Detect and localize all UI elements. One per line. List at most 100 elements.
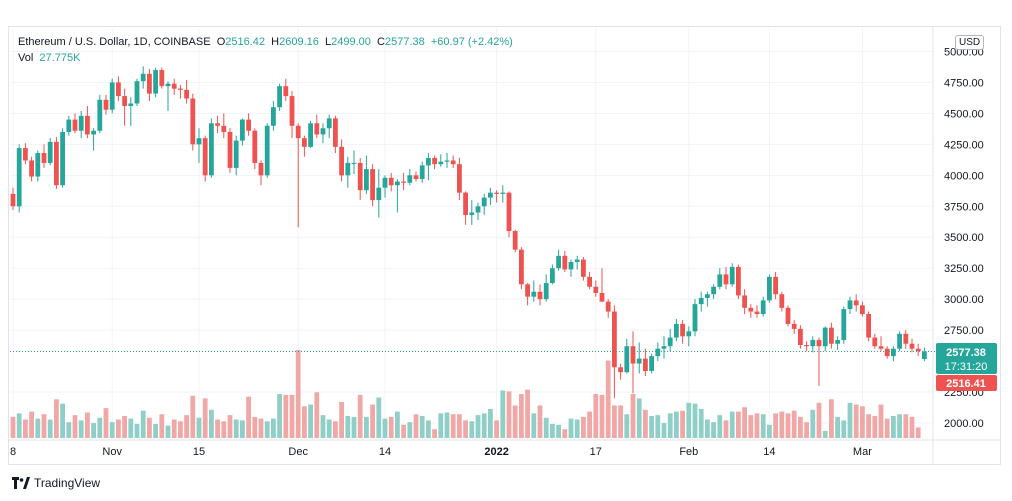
- volume-bar: [531, 413, 537, 438]
- volume-bar: [72, 415, 78, 438]
- candle: [612, 305, 617, 399]
- open-value: 2516.42: [225, 36, 266, 48]
- candle: [816, 337, 822, 386]
- volume-bar: [705, 419, 710, 438]
- volume-bar: [233, 419, 239, 438]
- candle: [872, 333, 878, 349]
- volume-bar: [736, 411, 741, 438]
- candle: [624, 338, 630, 374]
- volume-bar: [829, 399, 834, 438]
- candle: [357, 157, 363, 201]
- volume-bar: [773, 413, 778, 438]
- candle: [91, 128, 96, 151]
- candle: [773, 271, 778, 300]
- volume-bar: [667, 413, 673, 438]
- volume-bar: [357, 394, 363, 438]
- volume-bar: [23, 419, 28, 438]
- volume-bar: [574, 419, 580, 438]
- volume-bar: [915, 427, 921, 438]
- candle: [866, 311, 871, 342]
- candle: [97, 94, 103, 134]
- currency-button[interactable]: USD: [955, 35, 985, 50]
- low-value: 2499.00: [331, 36, 371, 48]
- candle: [240, 118, 245, 146]
- candle: [903, 330, 909, 349]
- price-tick-label: 3000.00: [944, 294, 984, 306]
- candle: [450, 155, 456, 168]
- volume-bar: [66, 422, 72, 438]
- price-tick-label: 2750.00: [944, 325, 984, 337]
- candle: [599, 268, 605, 302]
- volume-bar: [326, 419, 332, 438]
- candle: [835, 336, 840, 350]
- chart-frame: [8, 26, 1001, 465]
- volume-bar: [252, 416, 258, 438]
- candle: [804, 341, 809, 352]
- candle: [736, 264, 741, 300]
- volume-bar: [209, 409, 214, 438]
- volume-bar: [190, 395, 196, 438]
- volume-bar: [221, 421, 227, 438]
- volume-bar: [785, 413, 791, 438]
- candle: [345, 156, 351, 188]
- volume-bar: [54, 399, 59, 438]
- volume-bar: [872, 416, 878, 438]
- candle: [438, 154, 444, 167]
- candle: [506, 191, 512, 238]
- candle: [178, 84, 183, 99]
- candle: [60, 128, 65, 188]
- volume-bar: [16, 413, 22, 438]
- volume-bar: [481, 413, 487, 438]
- volume-bar: [184, 415, 189, 438]
- tradingview-logo[interactable]: TradingView: [12, 476, 100, 490]
- volume-bar: [419, 416, 425, 438]
- volume-bar: [246, 396, 251, 438]
- volume-bar: [587, 411, 592, 438]
- volume-bar: [413, 414, 419, 438]
- volume-bar: [711, 422, 716, 438]
- ohlc-legend: Ethereum / U.S. Dollar, 1D, COINBASE O25…: [18, 36, 513, 48]
- candle: [153, 67, 158, 98]
- candle: [72, 113, 78, 134]
- candle: [550, 264, 555, 285]
- candle: [314, 114, 320, 139]
- volume-bar: [891, 416, 896, 438]
- candle: [655, 342, 661, 362]
- volume-bar: [370, 404, 375, 438]
- symbol-title[interactable]: Ethereum / U.S. Dollar, 1D, COINBASE: [18, 36, 211, 48]
- volume-label[interactable]: Vol: [18, 52, 34, 64]
- candle: [494, 190, 499, 203]
- price-tick-label: 4500.00: [944, 108, 984, 120]
- candle: [711, 284, 716, 300]
- volume-bar: [395, 411, 400, 438]
- volume-bar: [581, 416, 586, 438]
- candle: [630, 331, 636, 394]
- candle: [66, 115, 72, 136]
- time-tick-label: 15: [193, 446, 205, 458]
- volume-bar: [215, 419, 220, 438]
- last-price-tag-bg: [936, 343, 997, 374]
- volume-bar: [289, 394, 295, 438]
- candle: [78, 110, 84, 139]
- volume-bar: [159, 414, 165, 438]
- candle: [407, 169, 413, 186]
- volume-value: 27.775K: [39, 52, 81, 64]
- candle: [122, 88, 127, 126]
- volume-bar: [283, 394, 289, 438]
- candle: [810, 336, 816, 353]
- candle: [841, 306, 847, 344]
- volume-bar: [717, 415, 723, 438]
- volume-bar: [643, 409, 648, 438]
- candle: [333, 115, 338, 154]
- time-tick-label: Dec: [288, 446, 308, 458]
- candle: [680, 320, 685, 344]
- volume-bar: [841, 420, 847, 438]
- candle: [419, 161, 425, 183]
- volume-bar: [512, 405, 518, 438]
- volume-bar: [333, 421, 338, 438]
- volume-bars: [10, 350, 921, 438]
- candle: [475, 202, 481, 220]
- candle: [729, 263, 735, 287]
- candle: [692, 299, 698, 337]
